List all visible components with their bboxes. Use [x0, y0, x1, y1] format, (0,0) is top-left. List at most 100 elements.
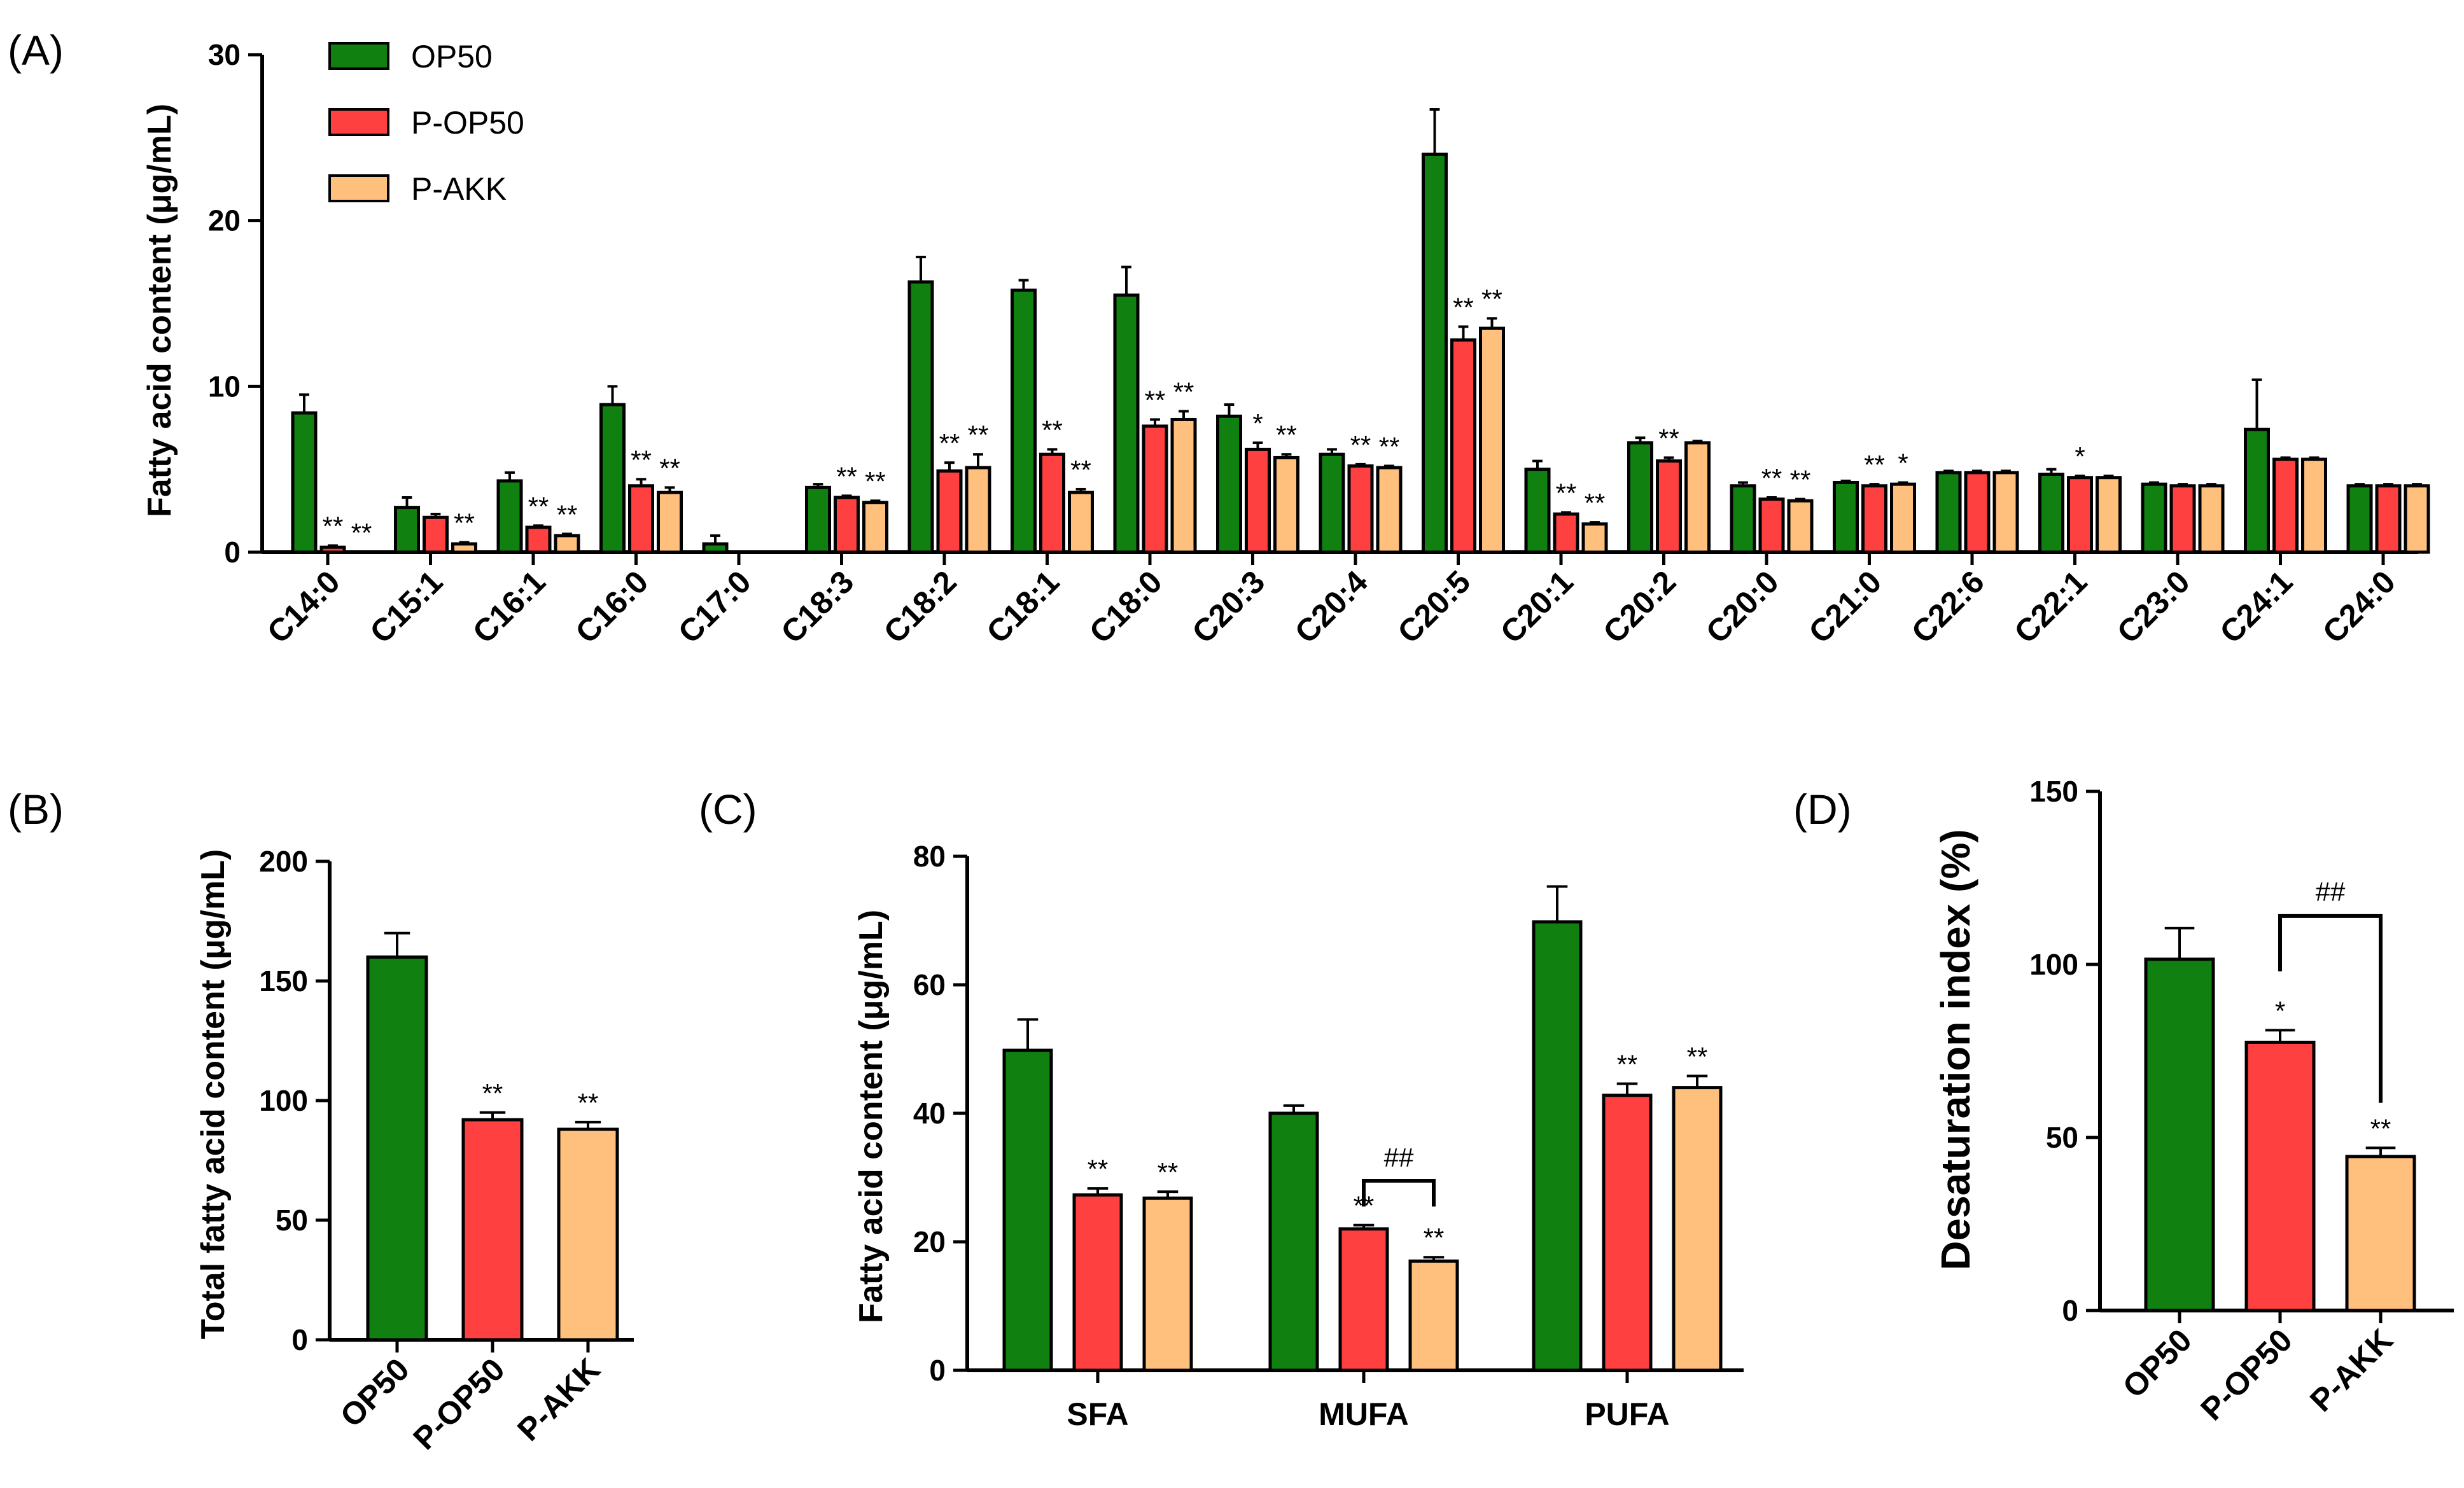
bar — [1787, 499, 1814, 554]
x-tick-label: P-OP50 — [406, 1351, 511, 1456]
x-tick-label: C23:0 — [2110, 564, 2197, 650]
bar — [1479, 326, 1505, 554]
x-tick-label: C20:0 — [1699, 564, 1786, 650]
bar — [2141, 482, 2167, 554]
bar — [1113, 293, 1140, 554]
x-tick-label: C21:0 — [1802, 564, 1888, 650]
significance-mark: ** — [1617, 1050, 1638, 1080]
bar — [2038, 472, 2064, 554]
panel-label-b: (B) — [8, 786, 64, 833]
bar — [1347, 464, 1374, 554]
significance-mark: ** — [1070, 455, 1091, 485]
y-tick-label: 50 — [2046, 1121, 2078, 1154]
significance-mark: ** — [323, 511, 344, 541]
bar — [319, 545, 346, 554]
y-axis-title-a: Fatty acid content (μg/mL) — [141, 104, 178, 517]
bar — [2067, 476, 2093, 554]
bar — [1524, 468, 1551, 554]
bar — [1039, 452, 1065, 554]
significance-mark: ** — [865, 466, 886, 496]
chart-panel-d: 0 50 100 150 OP50 * P-OP50 ** P-AKK ## — [2029, 775, 2454, 1428]
bar — [1672, 1086, 1723, 1372]
significance-mark: * — [1898, 448, 1908, 478]
bar — [2272, 457, 2299, 554]
bar — [525, 525, 552, 554]
significance-mark: ** — [1173, 377, 1194, 407]
bar — [1890, 482, 1916, 554]
x-tick-label: C24:0 — [2316, 564, 2402, 650]
significance-mark: ** — [1687, 1041, 1708, 1071]
bar — [1532, 920, 1583, 1372]
bar — [862, 501, 888, 554]
bar — [1142, 424, 1168, 554]
significance-mark: ** — [631, 445, 652, 475]
bar — [628, 484, 654, 554]
significance-mark: ** — [578, 1088, 599, 1118]
bar — [1068, 490, 1094, 554]
significance-mark: ** — [2370, 1113, 2391, 1143]
x-tick-label: P-AKK — [2303, 1322, 2400, 1419]
significance-mark: * — [2075, 442, 2085, 471]
bar — [2144, 957, 2215, 1312]
bar — [1072, 1193, 1123, 1372]
x-tick-label: OP50 — [333, 1351, 416, 1434]
bar — [1833, 481, 1859, 554]
y-tick-label: 100 — [259, 1084, 308, 1117]
bar — [2346, 484, 2373, 554]
bar — [1338, 1227, 1389, 1372]
bar — [1627, 441, 1653, 554]
y-axis-title-d: Desaturation index (%) — [1933, 829, 1978, 1270]
x-tick-label: C18:3 — [774, 564, 860, 650]
bar — [1730, 484, 1756, 554]
bar — [2244, 428, 2270, 554]
significance-mark: ** — [1088, 1154, 1109, 1184]
bar — [702, 542, 729, 554]
legend-swatch-p-akk — [328, 174, 389, 202]
significance-mark: ** — [1158, 1157, 1179, 1187]
significance-mark: ** — [557, 499, 578, 529]
x-tick-label: SFA — [1067, 1396, 1128, 1432]
y-tick-label: 20 — [913, 1225, 946, 1258]
y-tick-label: 200 — [259, 845, 308, 878]
y-axis-title-b: Total fatty acid content (μg/mL) — [195, 849, 232, 1339]
x-tick-label: C14:0 — [260, 564, 347, 650]
legend-label-op50: OP50 — [411, 39, 493, 74]
bar — [1964, 471, 1991, 554]
significance-bracket — [1362, 1179, 1436, 1207]
bar — [1170, 417, 1197, 554]
significance-mark: ** — [482, 1078, 503, 1108]
x-tick-label: C20:3 — [1185, 564, 1271, 650]
bar — [2301, 457, 2327, 554]
y-tick-label: 20 — [208, 204, 241, 237]
bar — [1002, 1048, 1053, 1372]
bar — [1273, 455, 1299, 554]
bar — [599, 403, 626, 554]
bar — [1245, 447, 1271, 554]
bar — [1602, 1094, 1653, 1372]
legend-label-p-akk: P-AKK — [411, 171, 507, 207]
significance-bracket — [2278, 914, 2383, 1103]
y-tick-label: 80 — [913, 840, 946, 873]
x-tick-label: C15:1 — [363, 564, 449, 650]
y-tick-label: 150 — [2029, 775, 2078, 808]
bar — [1992, 471, 2019, 554]
significance-mark: ** — [939, 428, 960, 458]
y-tick-label: 60 — [913, 968, 946, 1001]
significance-mark: ** — [351, 518, 372, 548]
bar — [291, 411, 318, 554]
bar — [2244, 1040, 2316, 1312]
bar — [496, 479, 523, 554]
y-axis-title-c: Fatty acid content (μg/mL) — [853, 910, 890, 1323]
bar — [366, 955, 428, 1342]
significance-mark: ** — [1658, 423, 1679, 453]
significance-mark: ** — [454, 508, 475, 538]
panel-label-d: (D) — [1793, 786, 1852, 833]
y-tick-label: 0 — [291, 1323, 308, 1356]
bar — [1142, 1196, 1193, 1372]
legend-swatch-p-op50 — [328, 108, 389, 136]
significance-mark: ** — [1481, 284, 1502, 314]
bar — [936, 469, 963, 554]
bar — [2345, 1155, 2416, 1312]
x-tick-label: C18:0 — [1082, 564, 1169, 650]
x-tick-label: P-OP50 — [2194, 1322, 2299, 1427]
